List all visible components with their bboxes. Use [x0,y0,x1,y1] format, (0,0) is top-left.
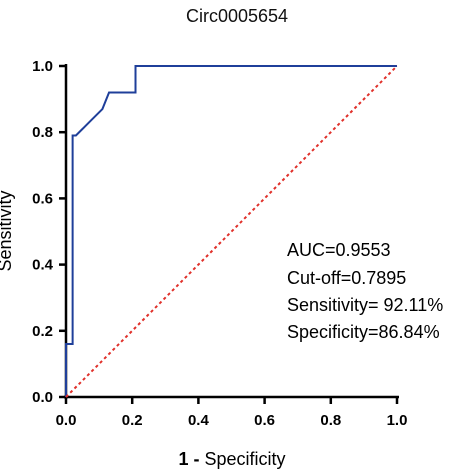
x-tick-label: 0.0 [56,412,77,429]
x-tick-label: 0.2 [122,412,143,429]
x-tick-label: 0.8 [320,412,341,429]
reference-diagonal-line [65,65,398,398]
roc-curve-line [65,65,397,397]
specificity-annotation: Specificity=86.84% [287,322,440,342]
x-tick-label: 0.6 [254,412,275,429]
stats-annotations: AUC=0.9553 Cut-off=0.7895 Sensitivity= 9… [287,240,443,342]
y-tick-label: 0.0 [32,389,53,406]
x-axis-label-rest: Specificity [199,449,285,469]
y-tick-label: 0.2 [32,323,53,340]
sensitivity-annotation: Sensitivity= 92.11% [287,295,443,315]
y-tick-label: 0.8 [32,124,53,141]
chart-title: Circ0005654 [186,6,288,26]
x-tick-label: 1.0 [387,412,408,429]
y-tick-label: 0.6 [32,190,53,207]
x-tick-label: 0.4 [188,412,210,429]
axes: 0.0 0.2 0.4 0.6 0.8 1.0 0.0 0.2 0.4 0.6 0.8 1.0 [32,58,407,429]
y-axis-label: Sensitivity [0,190,15,271]
cutoff-annotation: Cut-off=0.7895 [287,268,406,288]
series-layer [65,65,398,398]
auc-annotation: AUC=0.9553 [287,240,391,260]
y-tick-label: 0.4 [32,257,54,274]
x-axis-label: 1 - Specificity [178,449,285,469]
y-tick-label: 1.0 [32,58,53,75]
x-axis-label-bold: 1 - [178,449,199,469]
